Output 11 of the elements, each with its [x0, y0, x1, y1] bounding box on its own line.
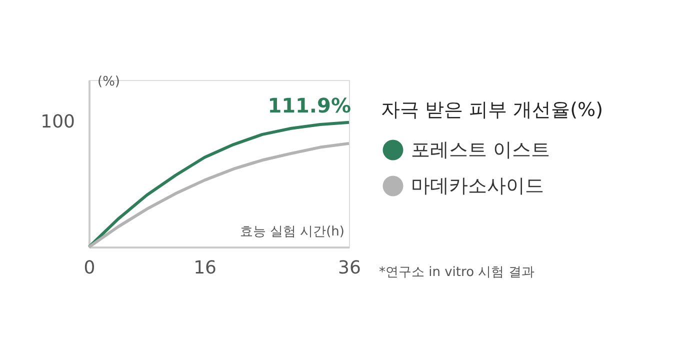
- text: 100: [40, 111, 75, 132]
- y-axis-title: (%): [98, 74, 120, 90]
- x-tick-label: 36: [338, 258, 361, 278]
- legend-label: 포레스트 이스트: [411, 139, 550, 161]
- legend-label: 마데카소사이드: [411, 175, 544, 197]
- x-tick-label: 0: [84, 258, 96, 278]
- text: *연구소 in vitro 시험 결과: [379, 265, 534, 280]
- x-tick-label: 16: [194, 258, 217, 278]
- text: 자극 받은 피부 개선율(%): [381, 99, 603, 121]
- x-axis-title: 효능 실험 시간(h): [240, 224, 344, 240]
- annotation: 111.9%: [268, 93, 351, 118]
